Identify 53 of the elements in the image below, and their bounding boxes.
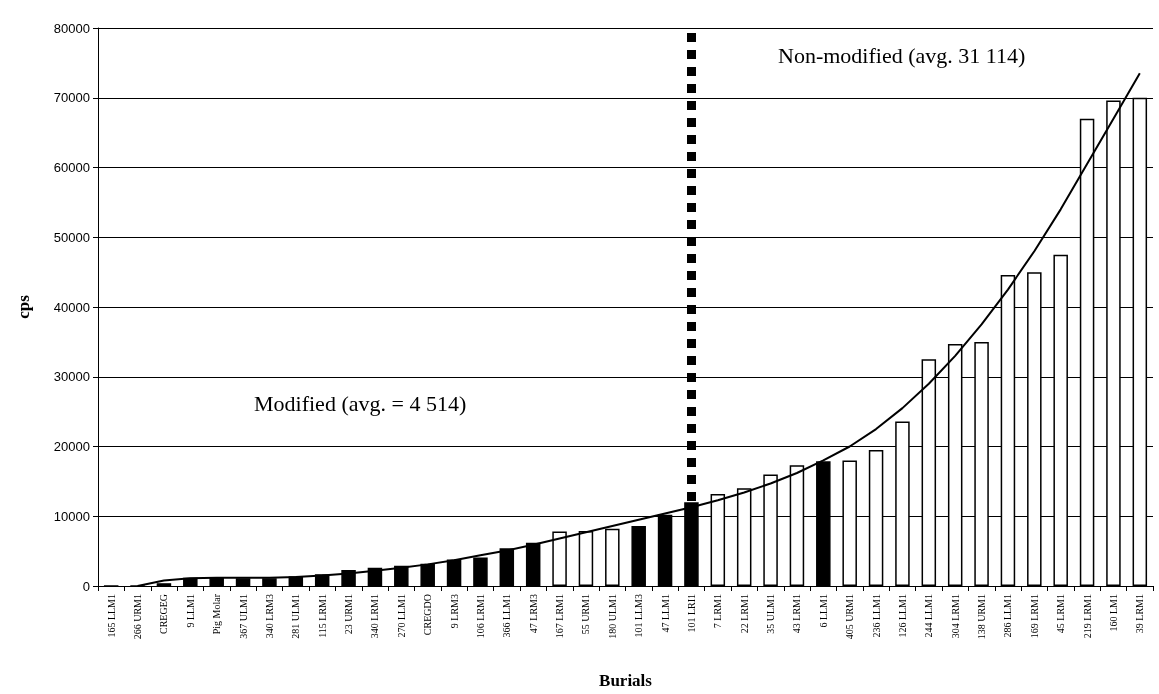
x-tick-label: 266 URM1 [132,594,144,640]
x-tick-label: 169 LRM1 [1028,594,1040,639]
x-tick-label: Pig Molar [211,593,223,635]
x-tick-label: 126 LLM1 [896,594,908,638]
x-tick-label: 115 LRM1 [316,594,328,638]
x-tick-label: 138 URM1 [976,594,988,640]
x-tick-label: 23 URM1 [343,594,355,635]
y-tick-label: 60000 [53,160,90,175]
x-tick-label: 6 LLM1 [817,594,829,628]
x-tick-label: CREGEG [158,594,170,634]
x-tick-label: 47 LRM3 [527,594,539,634]
x-tick-label: 366 LLM1 [501,594,513,638]
annotation: Modified (avg. = 4 514) [254,390,467,416]
x-tick-label: 9 LLM1 [184,594,196,628]
x-tick-label: 167 LRM1 [554,594,566,639]
y-tick-label: 80000 [53,20,90,36]
x-tick-label: 165 LLM1 [105,594,117,638]
x-tick-label: 160 LM1 [1107,594,1119,632]
y-tick-label: 20000 [53,439,90,454]
y-tick-label: 0 [82,578,90,594]
x-tick-label: 405 URM1 [844,594,856,640]
x-tick-label: 304 LRM1 [949,594,961,639]
x-tick-label: CREGDO [422,594,434,636]
annotation: Non-modified (avg. 31 114) [778,42,1026,68]
x-tick-label: 55 URM1 [580,594,592,635]
x-tick-label: 219 LRM1 [1081,594,1093,639]
x-tick-label: 281 ULM1 [290,594,302,639]
x-tick-label: 286 LLM1 [1002,594,1014,638]
x-tick-label: 101 LRI1 [685,594,697,633]
x-tick-label: 45 LRM1 [1055,594,1067,634]
x-tick-label: 7 LRM1 [712,594,724,629]
x-tick-label: 180 ULM1 [606,594,618,639]
x-tick-label: 340 LRM3 [263,594,275,639]
x-tick-label: 106 LRM1 [474,594,486,639]
x-tick-label: 35 ULM1 [765,594,777,634]
x-tick-label: 244 LLM1 [923,594,935,638]
x-tick-label: 47 LLM1 [659,594,671,633]
x-axis-title: Burials [599,671,653,690]
x-tick-label: 39 LRM1 [1134,594,1146,634]
x-tick-label: 270 LLM1 [395,594,407,638]
y-axis-title: cps [14,294,33,319]
x-tick-label: 340 LRM1 [369,594,381,639]
x-tick-label: 101 LLM3 [633,594,645,638]
x-tick-label: 367 ULM1 [237,594,249,639]
x-tick-label: 236 LLM1 [870,594,882,638]
y-tick-label: 50000 [53,229,90,245]
x-tick-label: 9 LRM3 [448,594,460,629]
x-tick-label: 22 LRM1 [738,594,750,634]
x-tick-label: 43 LRM1 [791,594,803,634]
y-tick-label: 10000 [53,508,90,524]
y-tick-label: 40000 [53,299,90,315]
y-tick-label: 30000 [53,369,90,385]
y-tick-label: 70000 [53,90,90,106]
